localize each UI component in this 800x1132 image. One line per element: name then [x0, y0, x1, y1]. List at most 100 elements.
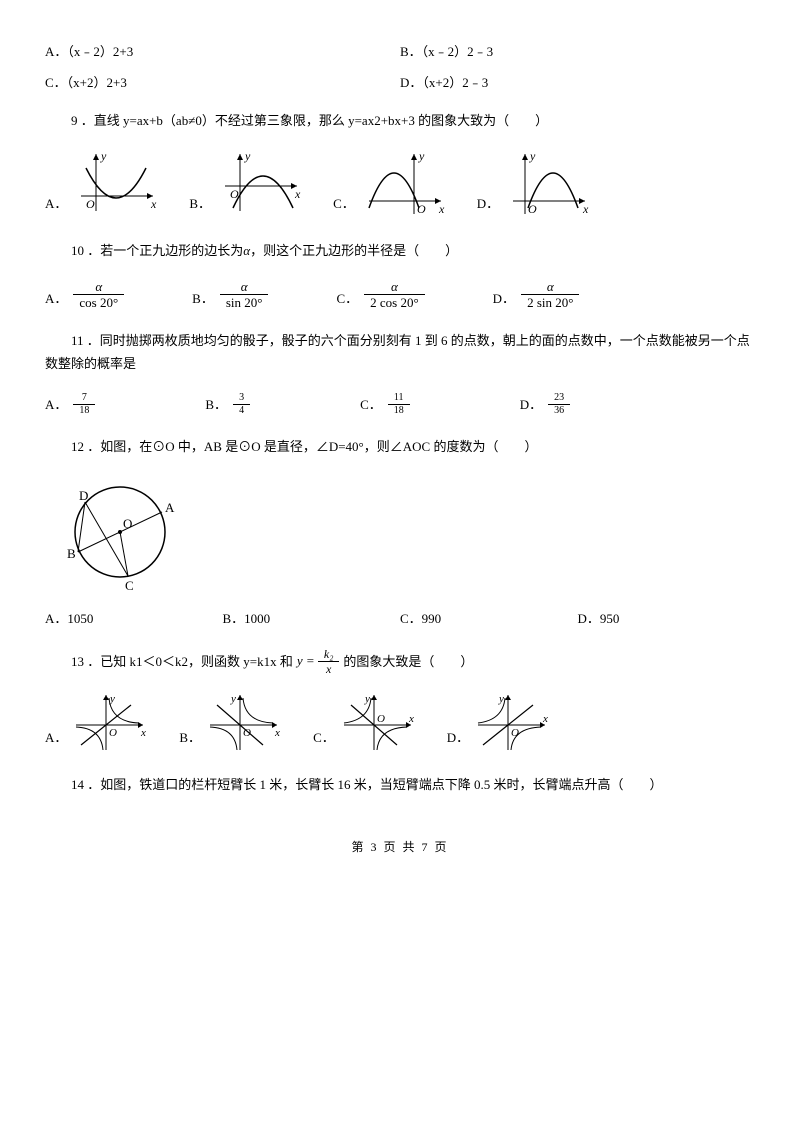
svg-text:O: O — [528, 202, 537, 216]
q13-option-c: C． y x O — [313, 690, 419, 755]
q9-label-d: D． — [477, 192, 499, 221]
q11-text: 11 ．同时抛掷两枚质地均匀的骰子，骰子的六个面分别刻有 1 到 6 的点数，朝… — [45, 329, 755, 376]
q8-option-row-1: A．（x﹣2）2+3 B．（x﹣2）2﹣3 — [45, 40, 755, 63]
svg-text:O: O — [243, 727, 251, 739]
q12-options: A．1050 B．1000 C．990 D．950 — [45, 607, 755, 630]
q13-option-a: A． y x O — [45, 690, 151, 755]
q13-suffix: 的图象大致是（ ） — [343, 650, 473, 673]
page-footer: 第 3 页 共 7 页 — [45, 837, 755, 859]
q11-option-b: B． 3 4 — [205, 392, 250, 417]
q10-option-a: A． α cos 20° — [45, 279, 124, 311]
q8-option-c: C．（x+2）2+3 — [45, 71, 400, 94]
q11-frac-c: 11 18 — [388, 392, 410, 417]
q12-option-d: D．950 — [578, 607, 756, 630]
svg-text:C: C — [125, 578, 134, 592]
q10-frac-c: α 2 cos 20° — [364, 279, 425, 311]
q11-label-d: D． — [520, 393, 542, 416]
svg-text:O: O — [109, 727, 117, 739]
svg-text:O: O — [86, 197, 95, 211]
svg-text:x: x — [582, 202, 589, 216]
svg-text:y: y — [244, 149, 251, 163]
q10-label-b: B． — [192, 287, 214, 310]
q8-option-a: A．（x﹣2）2+3 — [45, 40, 400, 63]
svg-text:x: x — [438, 202, 445, 216]
hyperbola-line-b-icon: y x O — [205, 690, 285, 755]
q13-prefix: 13 ．已知 k1＜0＜k2，则函数 y=k1x 和 — [71, 650, 293, 673]
q10-prefix: 10 ．若一个正九边形的边长为 — [71, 243, 243, 258]
q11-frac-d: 23 36 — [548, 392, 570, 417]
q8-option-b: B．（x﹣2）2﹣3 — [400, 40, 755, 63]
svg-text:B: B — [67, 546, 76, 561]
q8-option-row-2: C．（x+2）2+3 D．（x+2）2﹣3 — [45, 71, 755, 94]
svg-text:O: O — [123, 516, 132, 531]
svg-text:A: A — [165, 500, 175, 515]
q9-graphs: A． y x O B． y x O C． — [45, 146, 755, 221]
q10-label-a: A． — [45, 287, 67, 310]
q13-text: 13 ．已知 k1＜0＜k2，则函数 y=k1x 和 y = k₂ x 的图象大… — [45, 647, 755, 677]
q10-label-d: D． — [493, 287, 515, 310]
q11-option-c: C． 11 18 — [360, 392, 410, 417]
q9-option-d: D． y x O — [477, 146, 593, 221]
hyperbola-line-c-icon: y x O — [339, 690, 419, 755]
svg-text:x: x — [140, 727, 146, 739]
q10-options: A． α cos 20° B． α sin 20° C． α 2 cos 20°… — [45, 279, 755, 311]
q13-option-b: B． y x O — [179, 690, 285, 755]
q10-option-d: D． α 2 sin 20° — [493, 279, 580, 311]
hyperbola-line-d-icon: y x O — [473, 690, 553, 755]
q11-option-a: A． 7 18 — [45, 392, 95, 417]
q13-graphs: A． y x O B． y x O C． — [45, 690, 755, 755]
svg-text:y: y — [498, 693, 504, 705]
q10-frac-a: α cos 20° — [73, 279, 124, 311]
svg-text:y: y — [109, 693, 115, 705]
q10-frac-d: α 2 sin 20° — [521, 279, 579, 311]
q12-option-c: C．990 — [400, 607, 578, 630]
q9-option-a: A． y x O — [45, 146, 161, 221]
q13-eq: y = k₂ x — [297, 647, 340, 677]
svg-text:y: y — [230, 693, 236, 705]
q8-option-d: D．（x+2）2﹣3 — [400, 71, 755, 94]
q10-option-c: C． α 2 cos 20° — [336, 279, 424, 311]
q9-option-c: C． y x O — [333, 146, 449, 221]
q11-label-a: A． — [45, 393, 67, 416]
q13-label-a: A． — [45, 726, 67, 755]
svg-text:x: x — [274, 727, 280, 739]
q13-label-d: D． — [447, 726, 469, 755]
q10-text: 10 ．若一个正九边形的边长为α，则这个正九边形的半径是（ ） — [45, 239, 755, 262]
q9-label-c: C． — [333, 192, 355, 221]
q10-suffix: ，则这个正九边形的半径是（ ） — [250, 243, 458, 258]
q11-frac-b: 3 4 — [233, 392, 250, 417]
q12-option-b: B．1000 — [223, 607, 401, 630]
q14-text: 14 ．如图，铁道口的栏杆短臂长 1 米，长臂长 16 米，当短臂端点下降 0.… — [45, 773, 755, 796]
q11-option-d: D． 23 36 — [520, 392, 570, 417]
q9-option-b: B． y x O — [189, 146, 305, 221]
q11-options: A． 7 18 B． 3 4 C． 11 18 D． 23 36 — [45, 392, 755, 417]
svg-text:O: O — [377, 713, 385, 725]
svg-text:O: O — [230, 187, 239, 201]
q12-option-a: A．1050 — [45, 607, 223, 630]
svg-text:y: y — [364, 693, 370, 705]
q13-label-b: B． — [179, 726, 201, 755]
svg-text:O: O — [417, 202, 426, 216]
q13-option-d: D． y x O — [447, 690, 553, 755]
q12-figure: D A B C O — [55, 472, 755, 599]
svg-text:D: D — [79, 488, 88, 503]
q10-frac-b: α sin 20° — [220, 279, 269, 311]
circle-diagram-icon: D A B C O — [55, 472, 185, 592]
svg-text:x: x — [542, 713, 548, 725]
hyperbola-line-a-icon: y x O — [71, 690, 151, 755]
parabola-down-left-icon: y x O — [359, 146, 449, 221]
parabola-down-right-icon: y x O — [215, 146, 305, 221]
svg-text:y: y — [100, 149, 107, 163]
parabola-down-rightside-icon: y x O — [503, 146, 593, 221]
parabola-up-right-icon: y x O — [71, 146, 161, 221]
q10-option-b: B． α sin 20° — [192, 279, 268, 311]
q9-label-a: A． — [45, 192, 67, 221]
svg-text:y: y — [529, 149, 536, 163]
svg-text:O: O — [511, 727, 519, 739]
svg-text:x: x — [408, 713, 414, 725]
svg-text:x: x — [294, 187, 301, 201]
q11-label-b: B． — [205, 393, 227, 416]
q10-label-c: C． — [336, 287, 358, 310]
q11-frac-a: 7 18 — [73, 392, 95, 417]
q9-text: 9 ．直线 y=ax+b（ab≠0）不经过第三象限，那么 y=ax2+bx+3 … — [45, 109, 755, 132]
